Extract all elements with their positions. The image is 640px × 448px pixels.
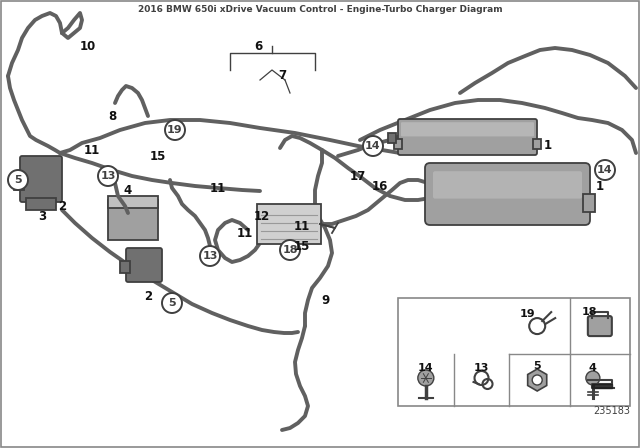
Text: 19: 19 bbox=[167, 125, 183, 135]
Text: 5: 5 bbox=[14, 175, 22, 185]
FancyBboxPatch shape bbox=[398, 298, 630, 406]
Text: 2: 2 bbox=[144, 289, 152, 302]
Text: 8: 8 bbox=[108, 109, 116, 122]
FancyBboxPatch shape bbox=[533, 139, 541, 149]
Text: 3: 3 bbox=[38, 210, 46, 223]
Text: 6: 6 bbox=[254, 39, 262, 52]
FancyBboxPatch shape bbox=[120, 261, 130, 273]
Text: 12: 12 bbox=[254, 210, 270, 223]
Circle shape bbox=[165, 120, 185, 140]
Text: 5: 5 bbox=[533, 361, 541, 371]
FancyBboxPatch shape bbox=[433, 171, 582, 198]
FancyBboxPatch shape bbox=[108, 200, 158, 240]
Text: 11: 11 bbox=[84, 143, 100, 156]
Circle shape bbox=[418, 370, 434, 386]
Circle shape bbox=[280, 240, 300, 260]
FancyBboxPatch shape bbox=[257, 204, 321, 244]
Circle shape bbox=[532, 375, 542, 385]
Text: 18: 18 bbox=[582, 307, 598, 317]
Text: 10: 10 bbox=[80, 39, 96, 52]
FancyBboxPatch shape bbox=[398, 119, 537, 155]
Circle shape bbox=[200, 246, 220, 266]
FancyBboxPatch shape bbox=[394, 139, 402, 149]
Text: 2016 BMW 650i xDrive Vacuum Control - Engine-Turbo Charger Diagram: 2016 BMW 650i xDrive Vacuum Control - En… bbox=[138, 5, 502, 14]
Text: 4: 4 bbox=[124, 184, 132, 197]
Polygon shape bbox=[592, 384, 612, 388]
Text: 14: 14 bbox=[597, 165, 613, 175]
Text: 13: 13 bbox=[202, 251, 218, 261]
Circle shape bbox=[162, 293, 182, 313]
FancyBboxPatch shape bbox=[425, 163, 590, 225]
FancyBboxPatch shape bbox=[583, 194, 595, 212]
Text: 9: 9 bbox=[322, 293, 330, 306]
Text: 11: 11 bbox=[294, 220, 310, 233]
Circle shape bbox=[98, 166, 118, 186]
Circle shape bbox=[595, 160, 615, 180]
Text: 11: 11 bbox=[237, 227, 253, 240]
Circle shape bbox=[586, 371, 600, 385]
Text: 13: 13 bbox=[100, 171, 116, 181]
FancyBboxPatch shape bbox=[26, 198, 56, 210]
Text: 14: 14 bbox=[418, 363, 434, 373]
Text: 18: 18 bbox=[282, 245, 298, 255]
FancyBboxPatch shape bbox=[14, 178, 24, 190]
Text: 1: 1 bbox=[544, 138, 552, 151]
Text: 13: 13 bbox=[474, 363, 489, 373]
Text: 1: 1 bbox=[596, 180, 604, 193]
FancyBboxPatch shape bbox=[108, 196, 158, 208]
Text: 11: 11 bbox=[210, 181, 226, 194]
Text: 14: 14 bbox=[365, 141, 381, 151]
FancyBboxPatch shape bbox=[401, 122, 534, 136]
Circle shape bbox=[363, 136, 383, 156]
Text: 4: 4 bbox=[589, 363, 597, 373]
Text: 235183: 235183 bbox=[593, 406, 630, 416]
FancyBboxPatch shape bbox=[20, 156, 62, 202]
Text: 16: 16 bbox=[372, 180, 388, 193]
FancyBboxPatch shape bbox=[588, 316, 612, 336]
Text: 7: 7 bbox=[278, 69, 286, 82]
FancyBboxPatch shape bbox=[126, 248, 162, 282]
Text: 15: 15 bbox=[294, 240, 310, 253]
FancyBboxPatch shape bbox=[388, 133, 396, 143]
Text: 17: 17 bbox=[350, 169, 366, 182]
Text: 2: 2 bbox=[58, 199, 66, 212]
Circle shape bbox=[8, 170, 28, 190]
Text: 5: 5 bbox=[168, 298, 176, 308]
Text: 19: 19 bbox=[520, 309, 535, 319]
Text: 15: 15 bbox=[150, 150, 166, 163]
